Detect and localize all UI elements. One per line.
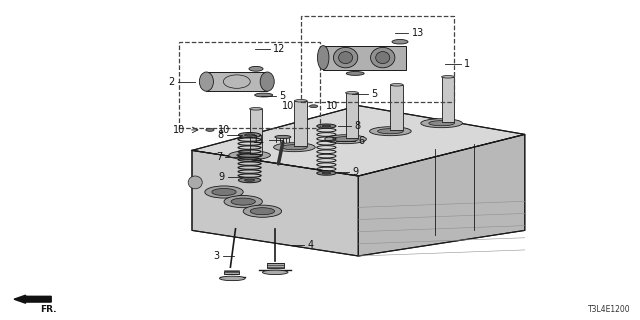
Text: 10: 10 — [282, 101, 294, 111]
Ellipse shape — [378, 129, 403, 134]
Ellipse shape — [188, 176, 202, 189]
Text: 5: 5 — [280, 91, 286, 101]
Ellipse shape — [376, 52, 390, 64]
Text: 12: 12 — [273, 44, 285, 54]
Ellipse shape — [317, 171, 336, 175]
Polygon shape — [346, 93, 358, 138]
Polygon shape — [267, 263, 284, 268]
Ellipse shape — [262, 270, 288, 275]
Polygon shape — [224, 271, 239, 274]
Ellipse shape — [212, 188, 236, 196]
Text: 1: 1 — [464, 59, 470, 69]
Polygon shape — [323, 46, 406, 70]
Ellipse shape — [442, 76, 454, 78]
Text: 7: 7 — [216, 152, 222, 162]
Text: 4: 4 — [307, 240, 314, 251]
Ellipse shape — [371, 47, 395, 68]
Text: FR.: FR. — [40, 305, 56, 314]
Ellipse shape — [421, 119, 462, 128]
Ellipse shape — [260, 72, 275, 91]
Ellipse shape — [325, 135, 367, 144]
Polygon shape — [294, 101, 307, 146]
Text: 10: 10 — [218, 125, 230, 135]
Text: 8: 8 — [354, 121, 360, 131]
Ellipse shape — [333, 137, 358, 142]
Ellipse shape — [206, 129, 214, 132]
Polygon shape — [390, 85, 403, 130]
Ellipse shape — [231, 198, 255, 205]
Polygon shape — [206, 72, 268, 91]
Ellipse shape — [220, 276, 245, 281]
Text: 8: 8 — [218, 130, 224, 140]
Ellipse shape — [346, 72, 364, 76]
Ellipse shape — [429, 121, 454, 126]
Ellipse shape — [392, 40, 408, 44]
Ellipse shape — [237, 153, 262, 158]
Ellipse shape — [239, 178, 261, 183]
Bar — [179, 42, 320, 128]
Ellipse shape — [250, 108, 262, 110]
Polygon shape — [192, 150, 358, 256]
Ellipse shape — [249, 67, 263, 71]
Text: 9: 9 — [218, 172, 225, 182]
Ellipse shape — [274, 143, 316, 152]
Ellipse shape — [224, 196, 262, 208]
Ellipse shape — [322, 172, 331, 174]
Text: 3: 3 — [213, 251, 220, 261]
Bar — [301, 16, 454, 102]
Ellipse shape — [333, 47, 358, 68]
Ellipse shape — [390, 84, 403, 86]
Polygon shape — [192, 106, 525, 176]
Ellipse shape — [370, 127, 412, 136]
Ellipse shape — [339, 52, 353, 64]
Text: 2: 2 — [168, 76, 175, 87]
Ellipse shape — [282, 145, 307, 150]
Text: 10: 10 — [326, 101, 339, 111]
Ellipse shape — [346, 92, 358, 94]
Ellipse shape — [317, 124, 336, 128]
Ellipse shape — [275, 135, 291, 139]
Text: 11: 11 — [253, 135, 266, 145]
FancyArrow shape — [14, 295, 51, 303]
Text: 9: 9 — [352, 167, 358, 177]
Text: 10: 10 — [173, 125, 186, 135]
Polygon shape — [250, 109, 262, 154]
Ellipse shape — [239, 132, 261, 138]
Ellipse shape — [317, 46, 329, 70]
Ellipse shape — [205, 186, 243, 198]
Ellipse shape — [200, 72, 214, 91]
Text: 6: 6 — [358, 136, 365, 146]
Polygon shape — [358, 134, 525, 256]
Ellipse shape — [255, 93, 273, 97]
Ellipse shape — [244, 134, 255, 136]
Polygon shape — [442, 77, 454, 122]
Ellipse shape — [310, 105, 318, 108]
Text: 13: 13 — [412, 28, 424, 38]
Text: 5: 5 — [371, 89, 378, 100]
Ellipse shape — [294, 100, 307, 102]
Ellipse shape — [322, 125, 331, 127]
Ellipse shape — [244, 179, 255, 181]
Ellipse shape — [229, 151, 271, 160]
Ellipse shape — [243, 205, 282, 217]
Text: T3L4E1200: T3L4E1200 — [588, 305, 630, 314]
Ellipse shape — [250, 208, 275, 215]
